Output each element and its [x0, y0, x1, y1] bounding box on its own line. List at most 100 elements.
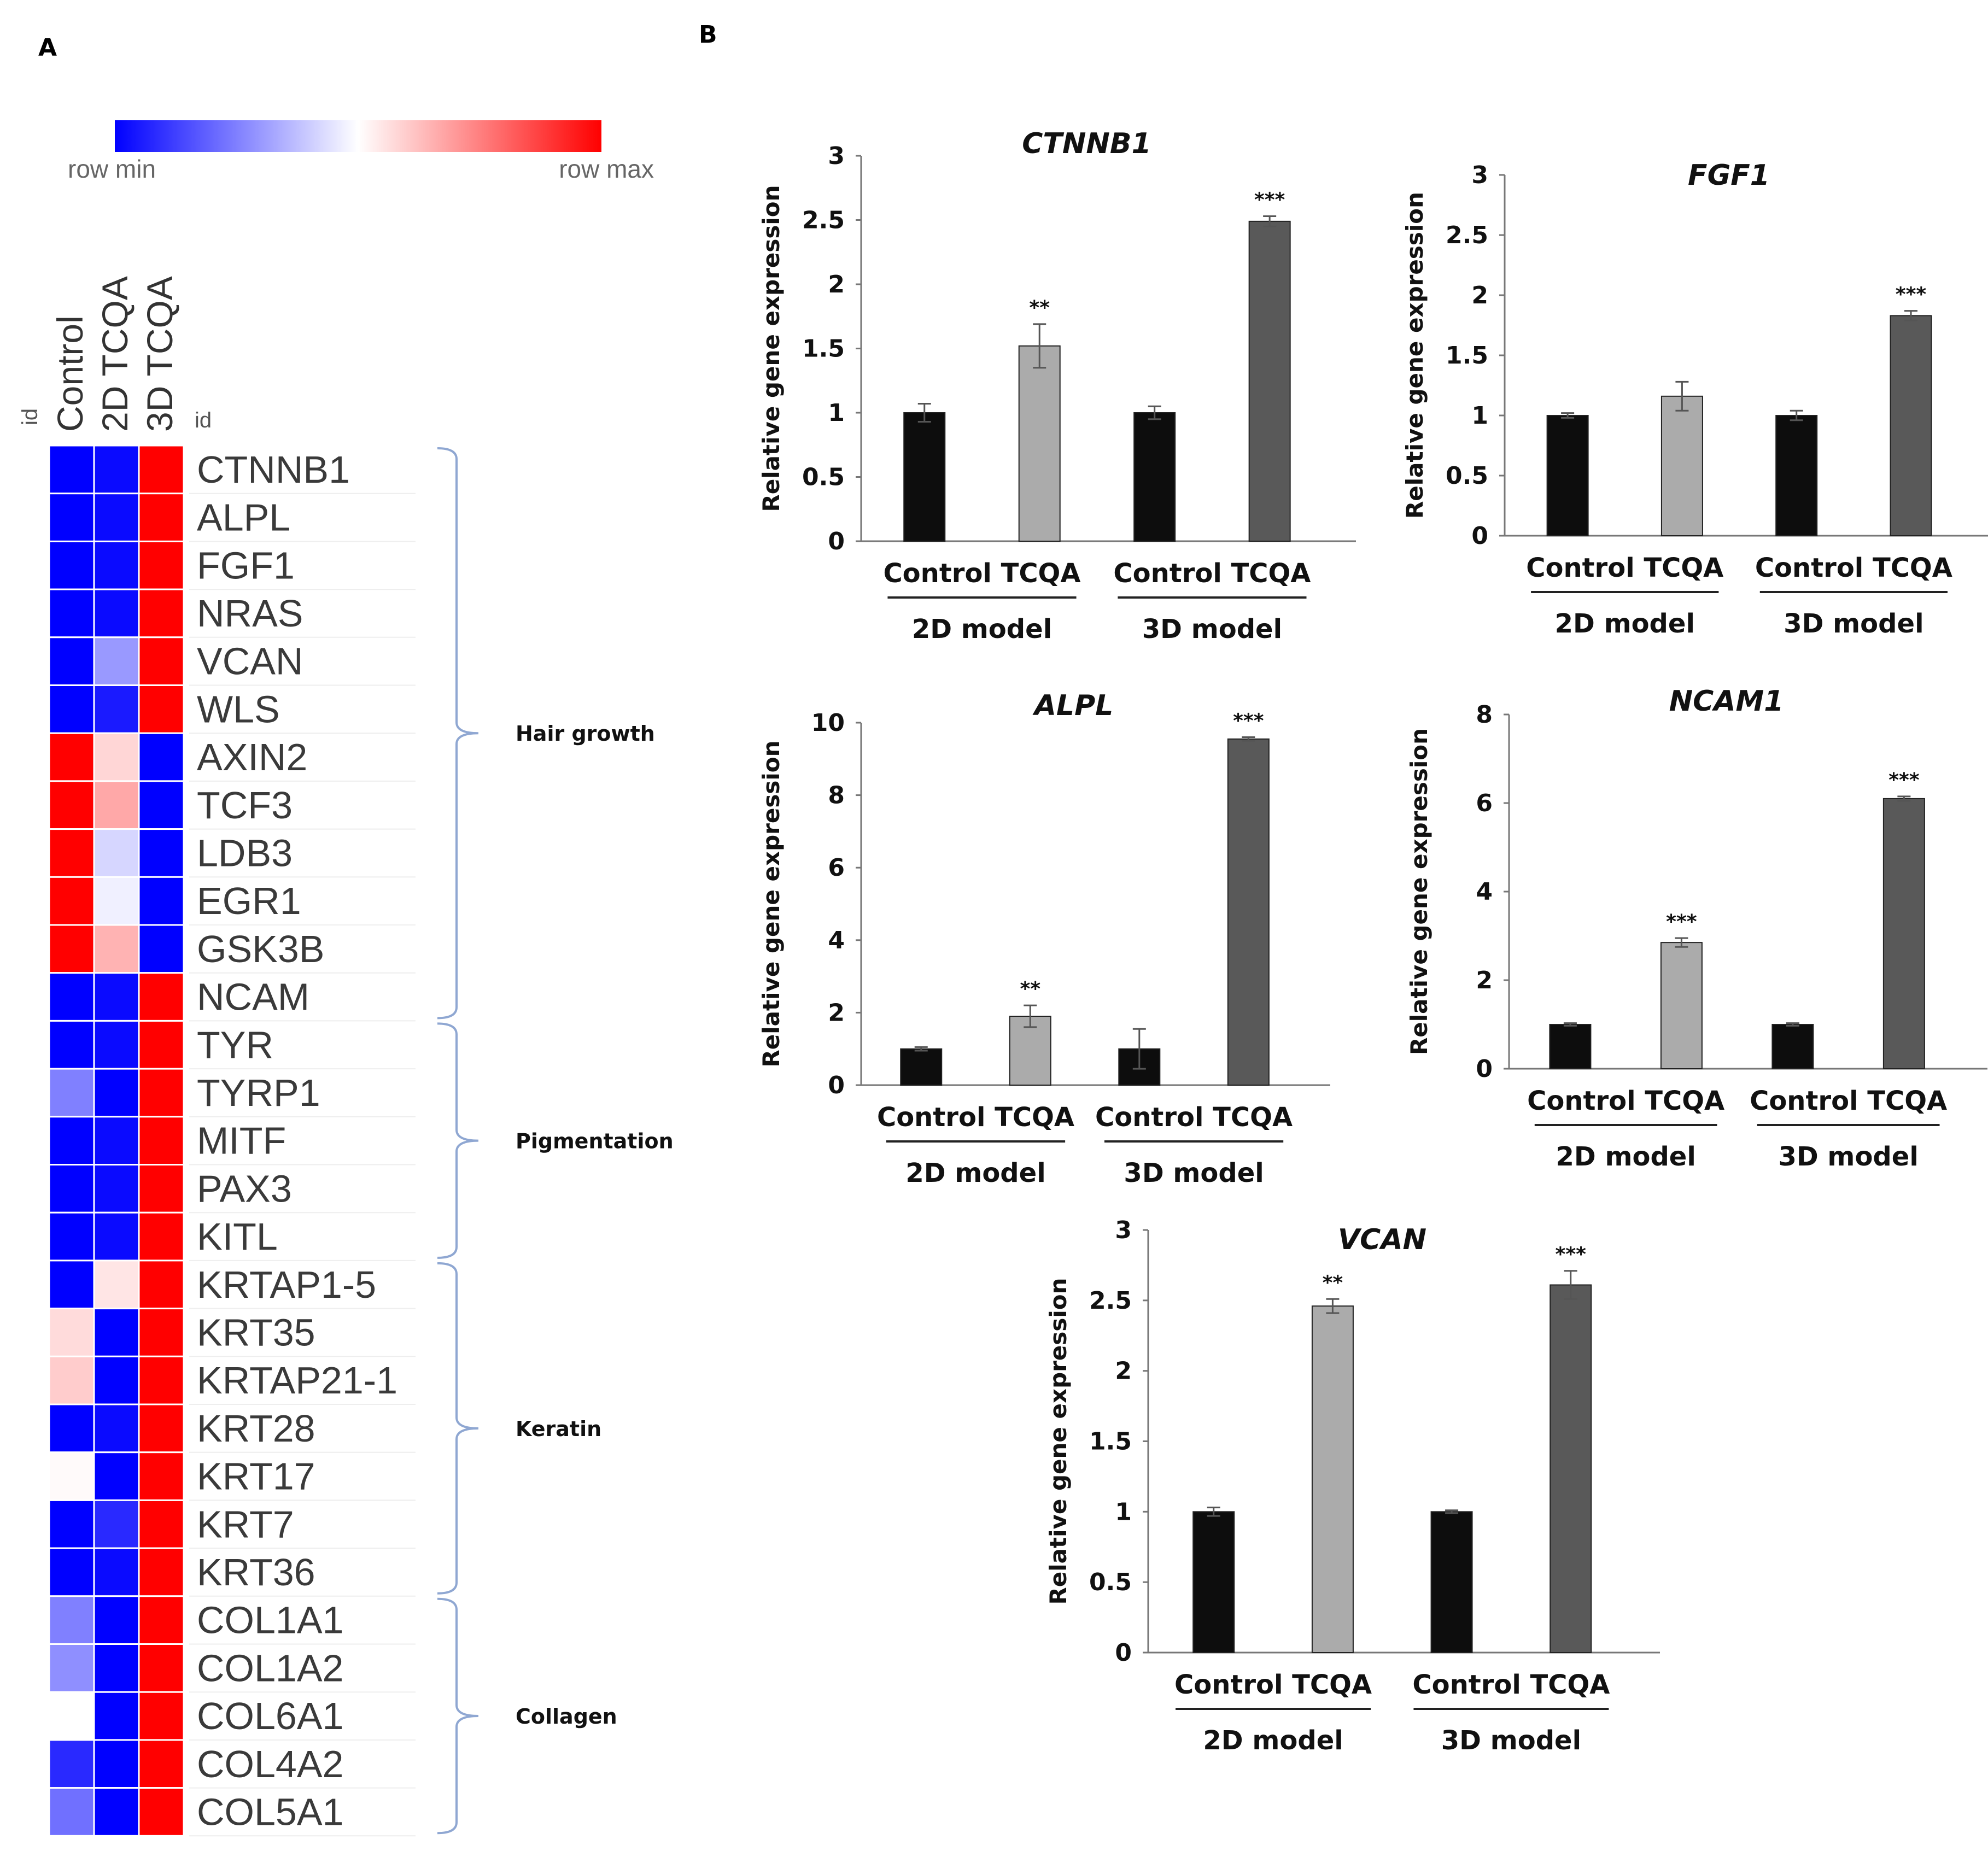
- gene-label: PAX3: [197, 1167, 292, 1210]
- panel-label-a: A: [38, 34, 57, 62]
- category-label: Control TCQA: [1113, 558, 1311, 589]
- heatmap-cell: [48, 684, 95, 734]
- y-tick-label: 2: [828, 271, 845, 298]
- heatmap-cell: [138, 444, 185, 495]
- column-id-label: id: [18, 408, 42, 425]
- heatmap-cell: [48, 444, 95, 495]
- category-label: Control TCQA: [1095, 1102, 1293, 1133]
- heatmap-cell: [138, 1116, 185, 1166]
- heatmap-cell: [93, 1787, 140, 1837]
- heatmap-cell: [93, 540, 140, 590]
- chart-title: CTNNB1: [1022, 127, 1151, 160]
- significance-label: ***: [1233, 710, 1264, 733]
- group-label: Keratin: [516, 1417, 601, 1441]
- y-axis-label: Relative gene expression: [1406, 728, 1432, 1055]
- heatmap-cell: [48, 1787, 95, 1837]
- y-tick-label: 1.5: [802, 335, 845, 363]
- bar: [1192, 1511, 1235, 1653]
- gene-label: LDB3: [197, 831, 293, 874]
- heatmap-cell: [93, 1595, 140, 1645]
- group-label: 2D model: [1203, 1725, 1343, 1756]
- category-label: Control TCQA: [1526, 553, 1723, 583]
- gene-label: COL1A1: [197, 1599, 343, 1642]
- y-tick-label: 6: [828, 854, 845, 882]
- category-label: Control TCQA: [1755, 553, 1952, 583]
- heatmap-cell: [93, 1691, 140, 1741]
- heatmap-cell: [93, 1547, 140, 1597]
- chart-title: VCAN: [1338, 1223, 1426, 1256]
- y-tick-label: 3: [828, 142, 845, 170]
- gene-label: FGF1: [197, 544, 295, 587]
- y-tick-label: 4: [828, 927, 845, 954]
- heatmap-cell: [138, 972, 185, 1022]
- bar-chart: CTNNB1 0 0.5 1 1.5 2 2.5 3 Relative gene express…: [758, 127, 1356, 645]
- y-tick-label: 8: [1476, 701, 1493, 729]
- category-label: Control TCQA: [1412, 1670, 1610, 1700]
- heatmap-cell: [93, 828, 140, 878]
- y-tick-label: 3: [1115, 1216, 1132, 1244]
- heatmap-cell: [93, 684, 140, 734]
- heatmap-cell: [138, 1499, 185, 1549]
- heatmap-cell: [48, 588, 95, 639]
- y-tick-label: 1.5: [1089, 1428, 1132, 1456]
- gene-label: KRT7: [197, 1503, 294, 1545]
- group-label: 2D model: [912, 614, 1052, 645]
- bar-chart: FGF1 0 0.5 1 1.5 2 2.5 3 Relative gene expressio…: [1401, 159, 1988, 639]
- gene-label: COL1A2: [197, 1647, 343, 1689]
- heatmap-cell: [48, 924, 95, 974]
- y-tick-label: 8: [828, 782, 845, 810]
- heatmap-cell: [48, 1355, 95, 1405]
- bar: [1890, 315, 1932, 537]
- gene-label: NCAM: [197, 976, 309, 1018]
- scale-max-label: row max: [559, 155, 654, 183]
- y-tick-label: 0: [1471, 522, 1488, 550]
- heatmap-cell: [138, 1547, 185, 1597]
- heatmap-cell: [48, 876, 95, 926]
- heatmap-cell: [138, 1260, 185, 1310]
- y-tick-label: 10: [811, 709, 845, 737]
- gene-label: GSK3B: [197, 928, 324, 970]
- significance-label: ***: [1666, 911, 1697, 933]
- gene-label: KRTAP1-5: [197, 1263, 376, 1306]
- y-tick-label: 0.5: [1089, 1568, 1132, 1596]
- gene-label: TYR: [197, 1023, 273, 1066]
- heatmap-cell: [138, 1164, 185, 1214]
- significance-label: ***: [1254, 189, 1285, 211]
- heatmap-cell: [93, 972, 140, 1022]
- heatmap-cell: [93, 1116, 140, 1166]
- heatmap-column-label: 2D TCQA: [95, 276, 135, 432]
- heatmap-cell: [48, 1260, 95, 1310]
- heatmap-cell: [93, 1643, 140, 1693]
- group-label: 3D model: [1784, 608, 1923, 639]
- heatmap-cell: [93, 444, 140, 495]
- heatmap-column-label: Control: [50, 315, 90, 432]
- gene-label: KRTAP21-1: [197, 1359, 397, 1402]
- group-label: 2D model: [905, 1158, 1045, 1188]
- heatmap-cell: [93, 1068, 140, 1118]
- gene-label: KRT35: [197, 1311, 315, 1354]
- gene-label: COL6A1: [197, 1695, 343, 1737]
- significance-label: **: [1020, 978, 1040, 1000]
- bar: [1430, 1511, 1473, 1653]
- heatmap-cell: [93, 1739, 140, 1789]
- heatmap-panel: row min row max id id Control 2D TCQA 3D T…: [18, 120, 674, 1837]
- category-label: Control TCQA: [883, 558, 1080, 589]
- group-label: 3D model: [1441, 1725, 1581, 1756]
- gene-label: CTNNB1: [197, 448, 350, 491]
- heatmap-cell: [93, 1355, 140, 1405]
- category-label: Control TCQA: [877, 1102, 1074, 1133]
- group-bracket: [437, 1597, 479, 1835]
- bar: [1550, 1284, 1592, 1653]
- gene-label: KRT28: [197, 1407, 315, 1450]
- heatmap-cell: [48, 1739, 95, 1789]
- color-scale-bar: [115, 120, 601, 152]
- bar: [1775, 415, 1818, 536]
- heatmap-cell: [93, 1403, 140, 1454]
- y-axis-label: Relative gene expression: [1401, 192, 1428, 519]
- bar: [1248, 220, 1291, 542]
- gene-label: COL5A1: [197, 1790, 343, 1833]
- heatmap-column-label: 3D TCQA: [139, 276, 180, 432]
- y-tick-label: 4: [1476, 878, 1493, 906]
